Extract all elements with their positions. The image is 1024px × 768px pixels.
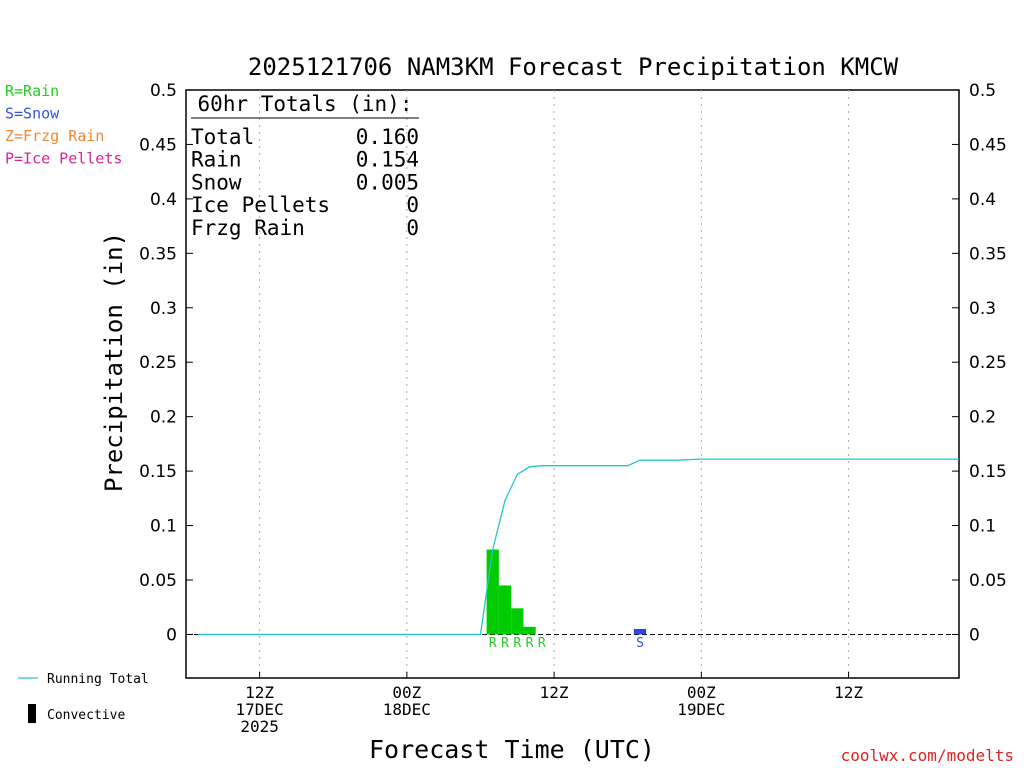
grid-lines [259, 90, 850, 678]
totals-row-value: 0.154 [356, 148, 419, 172]
totals-row-label: Frzg Rain [191, 216, 305, 240]
totals-row-label: Rain [191, 148, 242, 172]
y-tick-label-right: 0.05 [969, 571, 1007, 591]
x-tick-label: 19DEC [677, 700, 725, 719]
y-tick-label-right: 0.1 [969, 517, 996, 537]
totals-row-value: 0 [406, 193, 419, 217]
y-tick-label-right: 0.25 [969, 353, 1007, 373]
bars-group [486, 549, 647, 635]
type-legend: R=Rain S=Snow Z=Frzg Rain P=Ice Pellets [5, 82, 122, 168]
y-tick-label-right: 0.35 [969, 244, 1007, 264]
running-total-legend-label: Running Total [47, 672, 149, 687]
rain-bar [523, 626, 536, 635]
y-tick-label-right: 0.15 [969, 462, 1007, 482]
y-axis-left: 0 0.05 0.1 0.15 0.2 0.25 0.3 0.35 0.4 0.45 0.5 [139, 81, 193, 645]
totals-header: 60hr Totals (in): [198, 92, 413, 116]
y-tick-label-left: 0.15 [139, 462, 177, 482]
totals-row-label: Ice Pellets [191, 193, 330, 217]
y-tick-label-left: 0.05 [139, 571, 177, 591]
y-tick-label-left: 0.45 [139, 135, 177, 155]
y-tick-label-right: 0.5 [969, 81, 996, 101]
y-tick-label-left: 0.35 [139, 244, 177, 264]
y-tick-label-left: 0.4 [150, 190, 177, 210]
x-tick-label: 18DEC [383, 700, 431, 719]
type-legend-item: R=Rain [5, 82, 59, 100]
x-tick-label: 2025 [240, 717, 279, 736]
x-tick-label: 12Z [834, 683, 863, 702]
totals-row-label: Total [191, 125, 254, 149]
convective-legend-swatch [28, 704, 36, 723]
rain-bar [498, 585, 512, 635]
snow-type-letter: S [636, 636, 644, 651]
y-tick-label-right: 0.3 [969, 299, 996, 319]
x-tick-label: 17DEC [236, 700, 284, 719]
type-legend-item: P=Ice Pellets [5, 150, 122, 168]
totals-row-value: 0.160 [356, 125, 419, 149]
x-tick-label: 12Z [540, 683, 569, 702]
y-tick-label-right: 0 [969, 625, 980, 645]
y-tick-label-left: 0.1 [150, 517, 177, 537]
totals-row-label: Snow [191, 170, 242, 194]
totals-row-value: 0 [406, 216, 419, 240]
y-tick-label-right: 0.45 [969, 135, 1007, 155]
x-tick-label: 00Z [687, 683, 716, 702]
type-legend-item: S=Snow [5, 105, 60, 123]
totals-box: 60hr Totals (in): Total 0.160 Rain 0.154 Sno… [191, 92, 419, 240]
rain-type-letter: R [489, 636, 497, 651]
credit-text: coolwx.com/modelts [841, 746, 1014, 765]
snow-bar [633, 629, 647, 635]
y-tick-label-left: 0.5 [150, 81, 177, 101]
plot-frame [185, 89, 960, 679]
x-tick-label: 00Z [392, 683, 421, 702]
y-tick-label-left: 0.3 [150, 299, 177, 319]
convective-legend-label: Convective [47, 708, 125, 723]
running-total-line [198, 458, 959, 636]
chart-title: 2025121706 NAM3KM Forecast Precipitation… [248, 53, 899, 81]
rain-type-letter: R [538, 636, 546, 651]
y-tick-label-left: 0.2 [150, 408, 177, 428]
x-axis-label: Forecast Time (UTC) [369, 735, 655, 764]
y-tick-label-right: 0.4 [969, 190, 996, 210]
y-tick-label-left: 0 [166, 625, 177, 645]
y-axis-right: 0 0.05 0.1 0.15 0.2 0.25 0.3 0.35 0.4 0.45 0.5 [952, 81, 1007, 645]
rain-bar [486, 549, 499, 635]
rain-bar [511, 608, 524, 635]
totals-row-value: 0.005 [356, 170, 419, 194]
y-tick-label-left: 0.25 [139, 353, 177, 373]
bottom-legend: Running Total Convective [18, 672, 149, 723]
rain-type-letter: R [526, 636, 534, 651]
y-axis-label: Precipitation (in) [100, 232, 128, 492]
x-tick-label: 12Z [245, 683, 274, 702]
rain-type-letter: R [513, 636, 521, 651]
rain-type-letter: R [501, 636, 509, 651]
type-legend-item: Z=Frzg Rain [5, 127, 104, 145]
y-tick-label-right: 0.2 [969, 408, 996, 428]
